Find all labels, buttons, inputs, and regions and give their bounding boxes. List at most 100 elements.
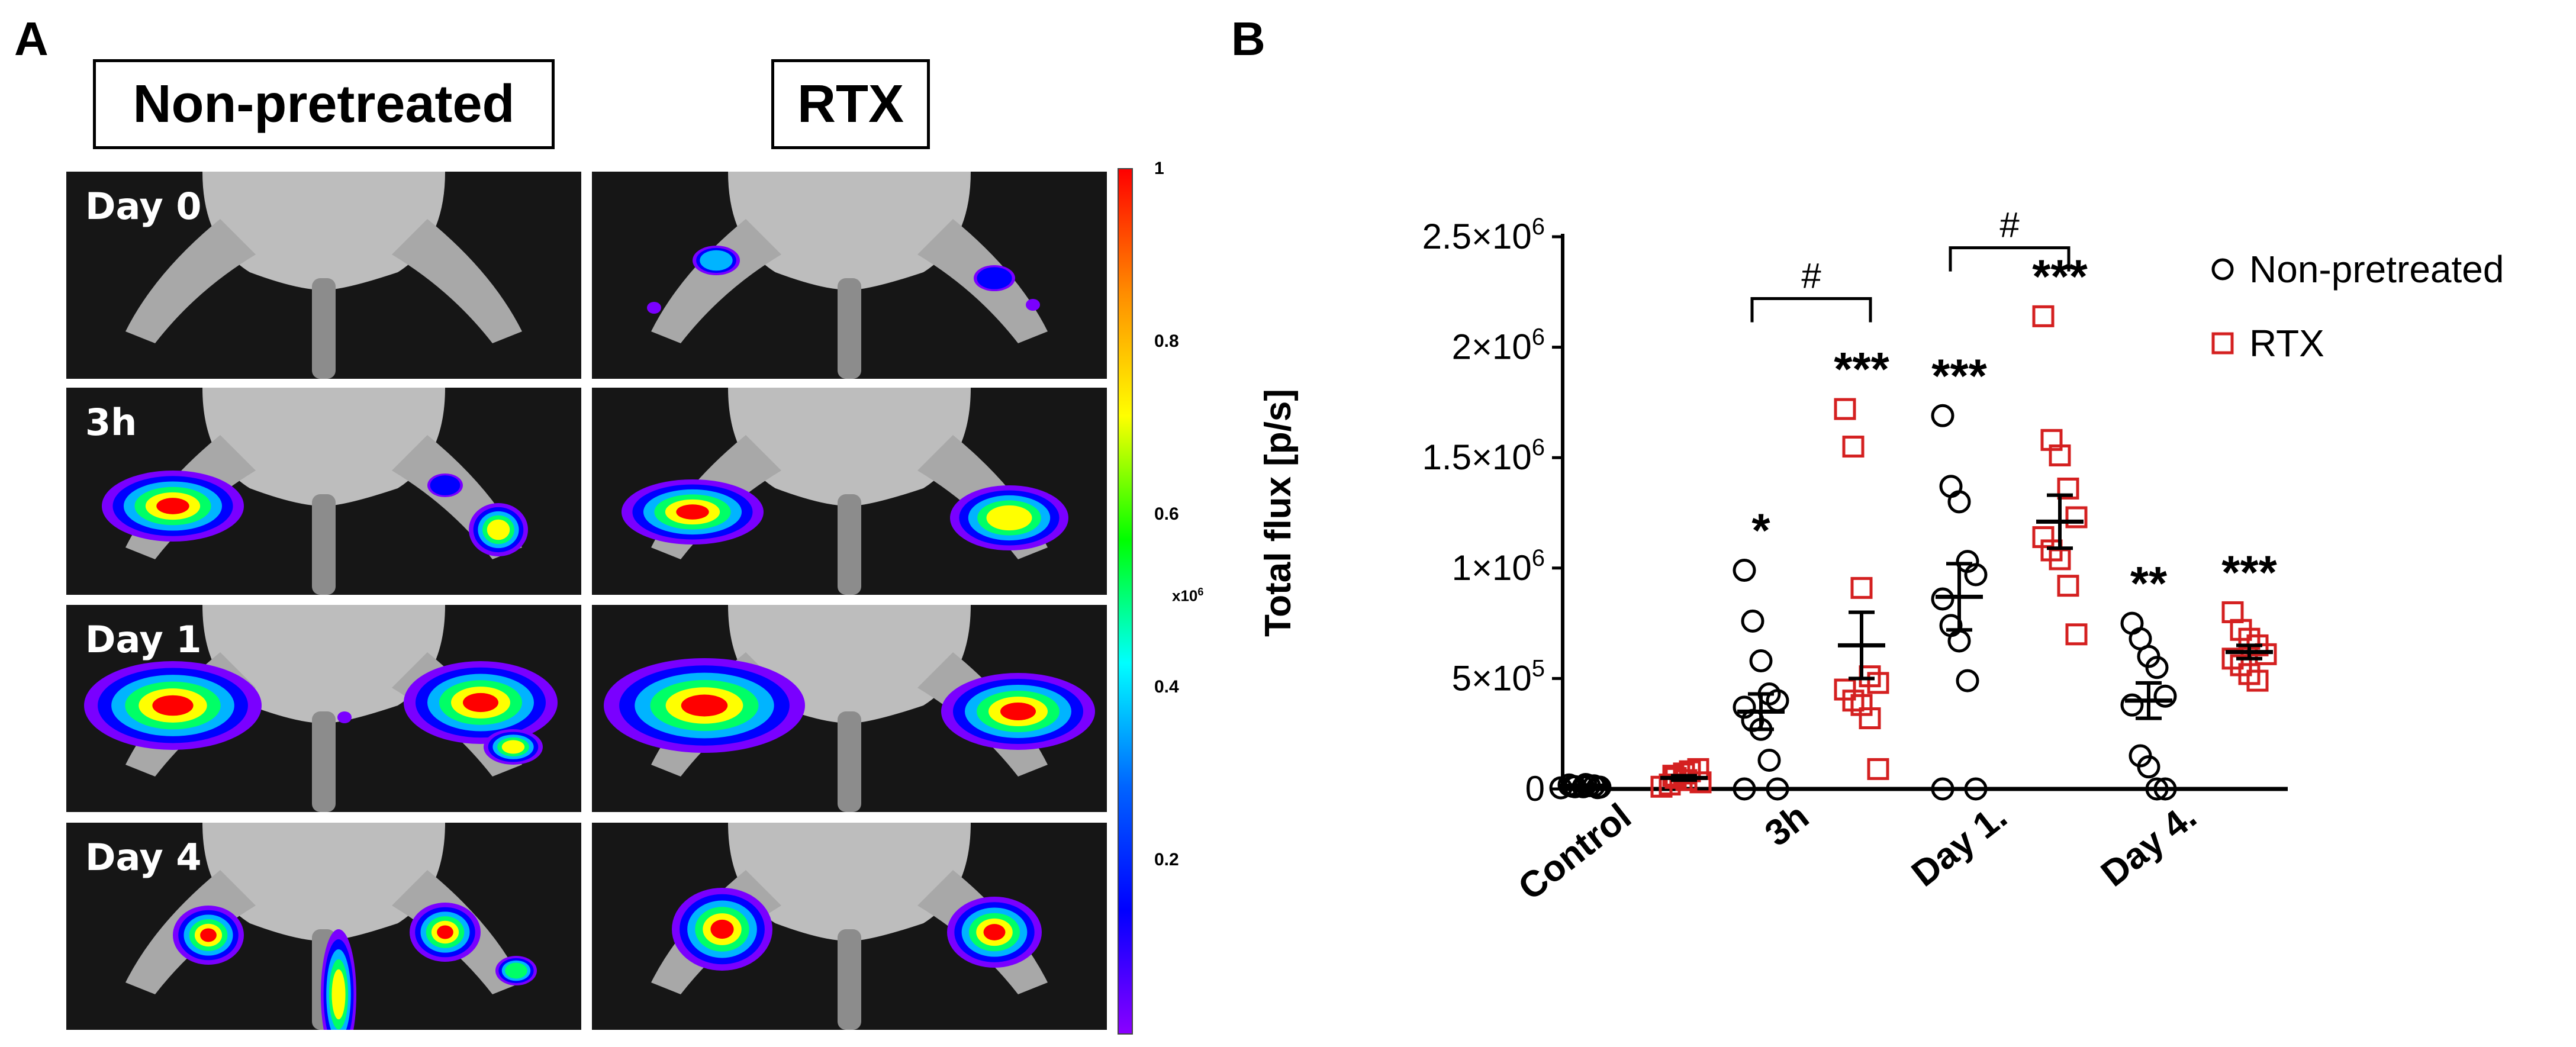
bioluminescence-image — [125, 172, 522, 379]
luminescence-blob-ring — [647, 302, 661, 314]
data-point-non-pretreated — [2120, 693, 2144, 717]
colorbar-tick-label: 0.2 — [1154, 850, 1179, 869]
image-non-pretreated-day-1: Day 1 — [66, 605, 581, 812]
data-point-non-pretreated — [1947, 490, 1971, 514]
significance-label: *** — [2032, 250, 2088, 302]
x-category-label: Control — [1511, 796, 1638, 909]
data-point-rtx — [2032, 305, 2055, 327]
data-point-non-pretreated — [1749, 649, 1773, 673]
row-label-day-4: Day 4 — [85, 836, 202, 879]
row-label-day-1: Day 1 — [85, 618, 202, 661]
data-point-non-pretreated — [1964, 777, 1988, 801]
image-rtx-day-1 — [592, 605, 1107, 812]
luminescence-blob-ring — [463, 692, 498, 713]
legend-label: RTX — [2249, 322, 2324, 365]
comparison-bracket — [1949, 246, 2071, 272]
data-point-rtx — [2221, 601, 2244, 623]
y-tick-label: 1×106 — [1452, 545, 1545, 588]
panel-a-letter: A — [14, 12, 49, 65]
legend-label: Non-pretreated — [2249, 248, 2504, 291]
data-point-non-pretreated — [1947, 629, 1971, 653]
significance-label: *** — [1834, 343, 1889, 395]
colorbar-unit-base: x10 — [1172, 587, 1198, 605]
data-point-rtx — [2057, 575, 2079, 597]
data-point-non-pretreated — [1741, 609, 1764, 633]
y-tick-label: 0 — [1525, 769, 1545, 808]
bioluminescence-image — [651, 823, 1048, 1030]
colorbar — [1118, 168, 1133, 1035]
x-category-label: 3h — [1757, 796, 1817, 855]
bioluminescence-image — [647, 172, 1048, 379]
data-point-non-pretreated — [2145, 656, 2169, 679]
rodent-tail — [312, 278, 336, 379]
total-flux-chart: 0 5×105 1×106 1.5×106 2×106 2.5×106 Total flux… — [1258, 205, 2504, 909]
condition-label-non-pretreated: Non-pretreated — [93, 59, 555, 149]
bioluminescence-image — [604, 605, 1095, 812]
luminescence-blob-ring — [337, 711, 352, 723]
bioluminescence-image — [125, 823, 537, 1030]
data-point-rtx — [1834, 398, 1856, 420]
luminescence-blob-ring — [983, 924, 1006, 940]
rodent-leg-left — [651, 219, 781, 343]
data-point-non-pretreated — [2137, 755, 2160, 779]
data-point-rtx — [2255, 643, 2277, 665]
significance-label: * — [1751, 504, 1770, 557]
data-point-non-pretreated — [1964, 563, 1988, 587]
rodent-tail — [312, 711, 336, 812]
data-point-rtx — [1850, 576, 1873, 599]
data-point-non-pretreated — [1931, 587, 1954, 611]
rodent-body — [202, 823, 445, 941]
luminescence-blob-ring — [501, 740, 525, 754]
colorbar-unit: x106 — [1172, 586, 1203, 605]
data-point-rtx — [1659, 774, 1681, 796]
bracket-label: # — [1801, 256, 1821, 295]
row-label-3h: 3h — [85, 401, 137, 444]
condition-label-rtx: RTX — [771, 59, 930, 149]
legend-marker-non-pretreated — [2211, 258, 2234, 281]
luminescence-blob-ring — [700, 250, 733, 271]
significance-label: *** — [2221, 546, 2277, 598]
colorbar-tick-label: 1 — [1154, 159, 1164, 178]
data-point-rtx — [2065, 506, 2088, 529]
bioluminescence-image — [102, 388, 528, 595]
bracket-label: # — [1999, 205, 2020, 245]
colorbar-tick-label: 0.4 — [1154, 677, 1179, 697]
luminescence-blob-ring — [1000, 703, 1036, 720]
colorbar-tick-label: 0.8 — [1154, 331, 1179, 351]
data-point-non-pretreated — [2145, 777, 2169, 801]
data-point-non-pretreated — [1733, 559, 1756, 582]
data-point-non-pretreated — [2153, 777, 2177, 801]
data-point-rtx — [2057, 477, 2079, 500]
rodent-body — [728, 823, 971, 941]
x-category-label: Day 1. — [1904, 796, 2014, 895]
y-tick-label: 2×106 — [1452, 324, 1545, 367]
rodent-tail — [312, 494, 336, 595]
y-tick-label: 5×105 — [1452, 655, 1545, 698]
luminescence-blob-ring — [152, 695, 194, 716]
luminescence-blob-ring — [156, 498, 189, 514]
data-point-rtx — [1673, 762, 1695, 785]
luminescence-blob-ring — [437, 925, 453, 939]
luminescence-blob-ring — [676, 504, 709, 520]
rodent-body — [202, 388, 445, 506]
bioluminescence-image — [622, 388, 1068, 595]
data-point-non-pretreated — [1931, 777, 1954, 801]
luminescence-blob-ring — [430, 475, 461, 495]
luminescence-blob-ring — [505, 962, 527, 979]
rodent-body — [202, 172, 445, 290]
rodent-leg-left — [125, 219, 256, 343]
panel-b-letter: B — [1231, 12, 1266, 65]
data-point-non-pretreated — [1757, 748, 1781, 772]
colorbar-tick-label: 0.6 — [1154, 504, 1179, 524]
data-point-non-pretreated — [1939, 475, 1963, 498]
data-point-rtx — [1859, 707, 1881, 730]
y-tick-label: 1.5×106 — [1422, 434, 1545, 477]
bioluminescence-image — [84, 605, 558, 812]
luminescence-blob-ring — [681, 694, 728, 717]
data-point-rtx — [2246, 669, 2269, 692]
colorbar-unit-exp: 6 — [1197, 586, 1204, 598]
rodent-tail — [838, 278, 861, 379]
comparison-bracket — [1750, 297, 1872, 323]
rodent-body — [202, 605, 445, 723]
rodent-body — [728, 172, 971, 290]
